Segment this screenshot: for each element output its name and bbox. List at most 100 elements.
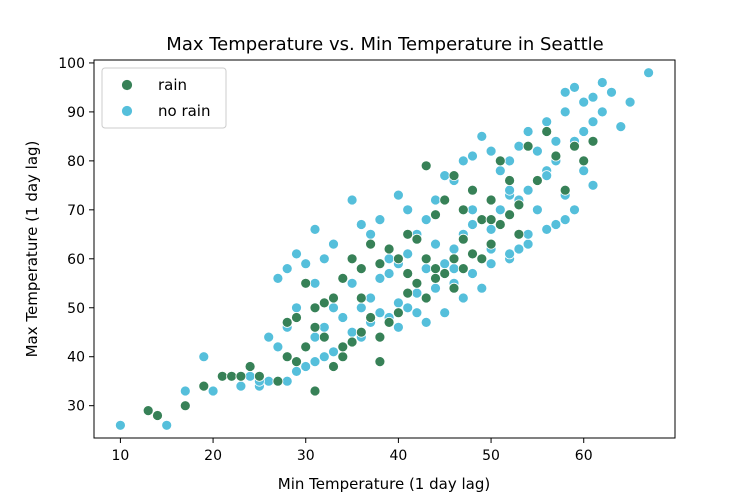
y-tick-label: 60 bbox=[67, 252, 85, 268]
data-point-rain bbox=[485, 238, 497, 250]
data-point-no-rain bbox=[328, 238, 339, 250]
data-point-no-rain bbox=[291, 302, 302, 314]
x-tick-label: 10 bbox=[111, 448, 129, 464]
data-point-no-rain bbox=[504, 155, 516, 167]
data-point-rain bbox=[300, 341, 312, 353]
data-point-no-rain bbox=[439, 258, 451, 270]
data-point-no-rain bbox=[559, 214, 571, 226]
data-point-no-rain bbox=[402, 248, 414, 260]
data-point-no-rain bbox=[559, 86, 571, 98]
data-point-no-rain bbox=[467, 219, 478, 230]
data-point-rain bbox=[476, 253, 488, 265]
y-axis-label: Max Temperature (1 day lag) bbox=[23, 141, 41, 358]
data-point-rain bbox=[355, 292, 367, 304]
data-point-no-rain bbox=[624, 96, 636, 108]
data-point-rain bbox=[541, 126, 553, 137]
data-point-no-rain bbox=[522, 184, 534, 196]
data-point-no-rain bbox=[309, 356, 321, 368]
data-point-rain bbox=[309, 302, 321, 314]
data-point-no-rain bbox=[606, 86, 617, 98]
data-point-no-rain bbox=[467, 268, 478, 279]
data-point-no-rain bbox=[596, 77, 608, 88]
data-point-rain bbox=[504, 175, 516, 186]
data-point-no-rain bbox=[643, 67, 654, 79]
data-point-no-rain bbox=[374, 307, 386, 319]
data-point-rain bbox=[504, 209, 516, 221]
y-tick-label: 40 bbox=[67, 350, 85, 366]
data-point-no-rain bbox=[532, 204, 543, 216]
y-tick-label: 70 bbox=[67, 203, 85, 219]
data-point-no-rain bbox=[439, 170, 451, 182]
data-point-no-rain bbox=[522, 228, 534, 240]
legend: rain no rain bbox=[101, 67, 227, 129]
data-point-rain bbox=[439, 268, 451, 279]
data-point-no-rain bbox=[115, 419, 126, 431]
data-point-no-rain bbox=[383, 268, 395, 279]
data-point-rain bbox=[494, 155, 506, 167]
data-point-rain bbox=[392, 307, 404, 319]
data-point-no-rain bbox=[485, 145, 497, 157]
data-point-no-rain bbox=[291, 248, 302, 260]
data-point-rain bbox=[328, 292, 339, 304]
data-point-no-rain bbox=[587, 116, 599, 128]
data-point-rain bbox=[448, 170, 460, 182]
data-point-no-rain bbox=[309, 277, 321, 289]
data-point-rain bbox=[309, 385, 321, 397]
data-point-rain bbox=[494, 219, 506, 230]
data-point-no-rain bbox=[328, 346, 339, 358]
data-point-rain bbox=[430, 272, 441, 284]
data-point-no-rain bbox=[494, 165, 506, 177]
data-point-rain bbox=[411, 277, 423, 289]
data-point-rain bbox=[272, 375, 284, 387]
data-point-no-rain bbox=[300, 361, 312, 372]
legend-box bbox=[101, 67, 227, 129]
data-point-rain bbox=[383, 243, 395, 255]
data-point-no-rain bbox=[328, 302, 339, 314]
data-point-no-rain bbox=[346, 194, 358, 206]
data-point-no-rain bbox=[392, 297, 404, 309]
data-point-no-rain bbox=[504, 248, 516, 260]
legend-marker-no-rain bbox=[121, 105, 133, 117]
data-point-rain bbox=[569, 140, 580, 152]
chart-title: Max Temperature vs. Min Temperature in S… bbox=[166, 34, 603, 55]
data-point-no-rain bbox=[457, 155, 469, 167]
data-point-rain bbox=[355, 263, 367, 275]
data-point-no-rain bbox=[179, 385, 191, 397]
points-layer bbox=[115, 67, 654, 431]
data-point-rain bbox=[337, 341, 349, 353]
x-tick-label: 30 bbox=[297, 448, 315, 464]
data-point-no-rain bbox=[430, 194, 441, 206]
data-point-rain bbox=[448, 282, 460, 294]
data-point-no-rain bbox=[411, 287, 423, 299]
data-point-no-rain bbox=[513, 243, 525, 255]
data-point-no-rain bbox=[578, 96, 590, 108]
data-point-rain bbox=[226, 370, 238, 382]
data-point-no-rain bbox=[550, 219, 562, 230]
data-point-no-rain bbox=[476, 282, 488, 294]
data-point-no-rain bbox=[392, 321, 404, 333]
data-point-no-rain bbox=[272, 272, 284, 284]
data-point-no-rain bbox=[281, 375, 293, 387]
data-point-rain bbox=[420, 160, 432, 172]
x-tick-label: 20 bbox=[204, 448, 222, 464]
data-point-no-rain bbox=[541, 170, 553, 182]
data-point-rain bbox=[587, 135, 599, 147]
data-point-rain bbox=[467, 184, 478, 196]
data-point-no-rain bbox=[485, 223, 497, 235]
data-point-no-rain bbox=[476, 130, 488, 142]
data-point-no-rain bbox=[392, 189, 404, 201]
data-point-no-rain bbox=[161, 419, 173, 431]
data-point-rain bbox=[476, 214, 488, 226]
data-point-rain bbox=[198, 380, 210, 392]
data-point-rain bbox=[235, 370, 247, 382]
data-point-no-rain bbox=[420, 263, 432, 275]
legend-label-rain: rain bbox=[158, 76, 187, 94]
data-point-no-rain bbox=[578, 126, 590, 137]
data-point-no-rain bbox=[318, 253, 330, 265]
data-point-no-rain bbox=[346, 277, 358, 289]
data-point-no-rain bbox=[467, 204, 478, 216]
data-point-rain bbox=[337, 272, 349, 284]
data-point-rain bbox=[402, 268, 414, 279]
data-point-rain bbox=[318, 297, 330, 309]
data-point-no-rain bbox=[541, 223, 553, 235]
